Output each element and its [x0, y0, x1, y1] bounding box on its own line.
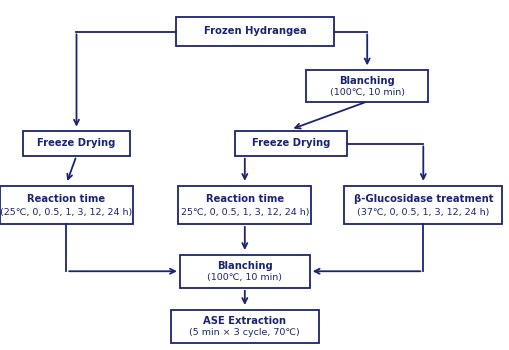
Text: ASE Extraction: ASE Extraction: [203, 316, 286, 326]
Text: 25℃, 0, 0.5, 1, 3, 12, 24 h): 25℃, 0, 0.5, 1, 3, 12, 24 h): [180, 208, 308, 217]
FancyBboxPatch shape: [234, 131, 346, 156]
FancyBboxPatch shape: [23, 131, 130, 156]
FancyBboxPatch shape: [171, 309, 318, 343]
FancyBboxPatch shape: [0, 186, 132, 224]
FancyBboxPatch shape: [176, 17, 333, 46]
Text: Frozen Hydrangea: Frozen Hydrangea: [203, 27, 306, 36]
FancyBboxPatch shape: [344, 186, 501, 224]
Text: (5 min × 3 cycle, 70℃): (5 min × 3 cycle, 70℃): [189, 328, 300, 337]
Text: Blanching: Blanching: [338, 76, 394, 86]
FancyBboxPatch shape: [305, 70, 428, 101]
Text: Freeze Drying: Freeze Drying: [251, 139, 329, 148]
FancyBboxPatch shape: [178, 186, 310, 224]
Text: (100℃, 10 min): (100℃, 10 min): [207, 273, 282, 282]
Text: (25℃, 0, 0.5, 1, 3, 12, 24 h): (25℃, 0, 0.5, 1, 3, 12, 24 h): [0, 208, 132, 217]
Text: Freeze Drying: Freeze Drying: [37, 139, 116, 148]
Text: (37℃, 0, 0.5, 1, 3, 12, 24 h): (37℃, 0, 0.5, 1, 3, 12, 24 h): [356, 208, 489, 217]
FancyBboxPatch shape: [180, 255, 309, 288]
Text: Reaction time: Reaction time: [205, 194, 284, 204]
Text: Blanching: Blanching: [216, 261, 272, 271]
Text: β-Glucosidase treatment: β-Glucosidase treatment: [353, 194, 492, 204]
Text: Reaction time: Reaction time: [27, 194, 105, 204]
Text: (100℃, 10 min): (100℃, 10 min): [329, 88, 404, 97]
